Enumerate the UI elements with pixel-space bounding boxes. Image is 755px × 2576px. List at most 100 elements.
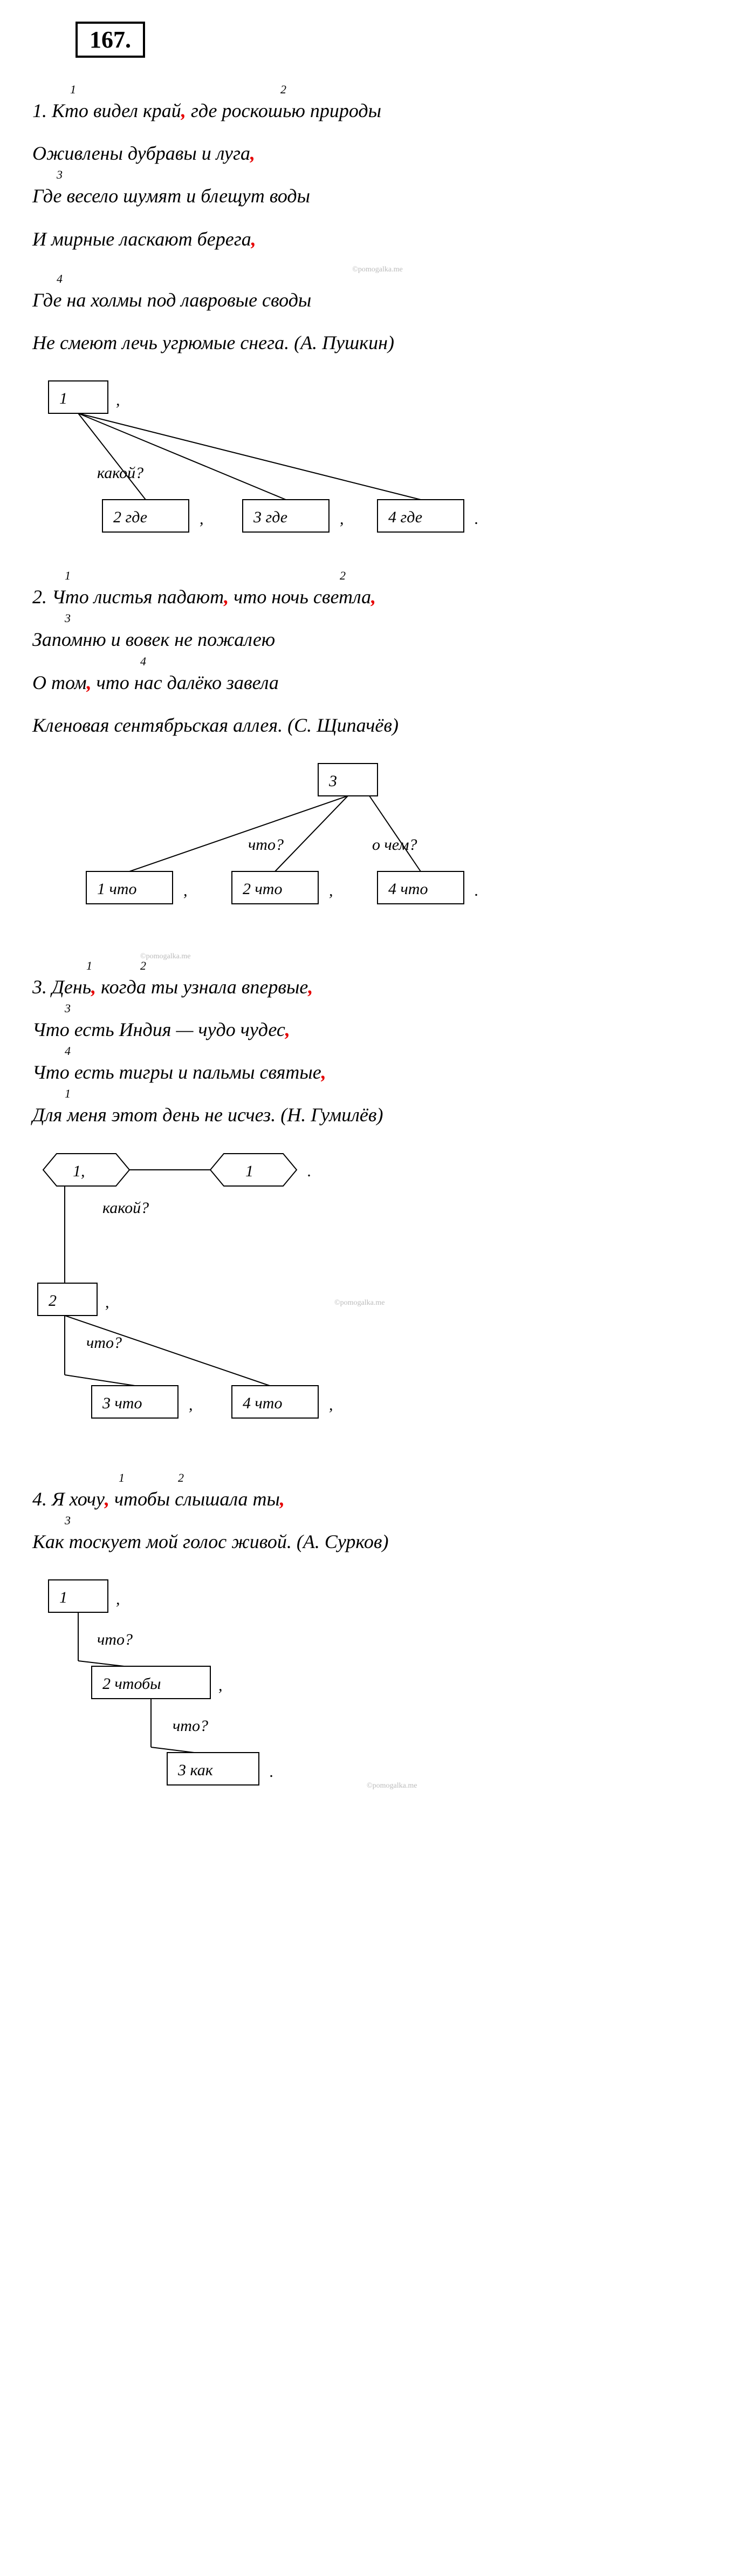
svg-text:.: . [475,510,479,528]
red-comma: , [251,228,256,250]
text-block: ©pomogalka.me123. День, когда ты узнала … [32,952,723,1132]
text: 3. День [32,976,91,998]
text: Кленовая сентябрьская аллея. (С. Щипачёв… [32,714,399,736]
red-comma: , [371,586,376,608]
superscript: 2 [340,565,346,585]
svg-text:3 как: 3 как [177,1761,214,1779]
svg-text:что?: что? [86,1334,122,1352]
svg-text:.: . [307,1162,312,1180]
svg-text:какой?: какой? [97,464,143,482]
text: И мирные ласкают берега [32,228,251,250]
exercise-number: 167. [76,22,145,58]
text-line: 3Как тоскует мой голос живой. (А. Сурков… [32,1525,723,1558]
red-comma: , [321,1061,326,1083]
text-line: Оживлены дубравы и луга, [32,137,723,170]
svg-text:1: 1 [245,1162,253,1180]
text: 1. Кто видел край [32,100,181,121]
svg-text:2 чтобы: 2 чтобы [102,1675,161,1693]
text: что ночь светла [229,586,371,608]
superscript: 4 [57,269,63,289]
svg-text:2 что: 2 что [243,880,282,898]
red-comma: , [181,100,186,121]
text-line: 124. Я хочу, чтобы слышала ты, [32,1483,723,1516]
text: Оживлены дубравы и луга [32,142,250,164]
text: 4. Я хочу [32,1488,105,1510]
svg-text:,: , [105,1293,109,1311]
svg-text:,: , [218,1677,223,1694]
superscript: 3 [65,1510,71,1530]
svg-text:о чем?: о чем? [372,836,417,854]
svg-text:3 где: 3 где [253,508,287,526]
svg-text:,: , [340,510,344,528]
text: Для меня этот день не исчез. (Н. Гумилёв… [32,1104,383,1126]
svg-text:3 что: 3 что [102,1394,142,1412]
text: 2. Что листья падают [32,586,224,608]
superscript: 2 [140,956,146,976]
text: Что есть Индия — чудо чудес [32,1019,285,1040]
sentence-diagram: 1, 1. какой? 2, ©pomogalka.me что? 3 что, 4 что… [32,1148,723,1450]
svg-text:©pomogalka.me: ©pomogalka.me [367,1782,417,1790]
text-line: 123. День, когда ты узнала впервые, [32,971,723,1004]
text-block: 124. Я хочу, чтобы слышала ты,3Как тоску… [32,1483,723,1558]
superscript: 4 [65,1041,71,1061]
svg-text:©pomogalka.me: ©pomogalka.me [334,1299,385,1307]
svg-text:,: , [116,391,120,409]
svg-text:4 что: 4 что [243,1394,282,1412]
text: где роскошью природы [186,100,381,121]
text: Что есть тигры и пальмы святые [32,1061,321,1083]
svg-text:1: 1 [59,390,67,407]
text: Не смеют лечь угрюмые снега. (А. Пушкин) [32,332,394,353]
text-line: 1Для меня этот день не исчез. (Н. Гумилё… [32,1099,723,1132]
svg-text:1,: 1, [73,1162,85,1180]
sentence-diagram: 3что?о чем?1 что,2 что,4 что. [32,758,723,920]
superscript: 3 [57,165,63,185]
text-line: 4О том, что нас далёко завела [32,666,723,699]
watermark: ©pomogalka.me [32,265,723,274]
text: Где на холмы под лавровые своды [32,289,311,311]
superscript: 1 [86,956,92,976]
svg-text:1: 1 [59,1589,67,1606]
superscript: 2 [178,1468,184,1488]
svg-text:что?: что? [248,836,284,854]
red-comma: , [285,1019,290,1040]
text: О том [32,672,87,693]
superscript: 4 [140,651,146,671]
red-comma: , [91,976,96,998]
superscript: 2 [280,79,286,99]
superscript: 3 [65,998,71,1018]
svg-text:.: . [270,1763,274,1781]
superscript: 3 [65,608,71,628]
svg-text:4 где: 4 где [388,508,422,526]
red-comma: , [250,142,255,164]
text-line: 3Где весело шумят и блещут воды [32,180,723,213]
text: Запомню и вовек не пожалею [32,629,275,650]
svg-text:,: , [329,1396,333,1414]
text: Как тоскует мой голос живой. (А. Сурков) [32,1531,389,1552]
text-line: И мирные ласкают берега, [32,223,723,256]
text-line: 121. Кто видел край, где роскошью природ… [32,94,723,127]
svg-text:,: , [200,510,204,528]
superscript: 1 [65,565,71,585]
svg-text:,: , [329,882,333,899]
text: что нас далёко завела [92,672,279,693]
text-block: 121. Кто видел край, где роскошью природ… [32,94,723,359]
text-block: 122. Что листья падают, что ночь светла,… [32,581,723,742]
red-comma: , [105,1488,109,1510]
svg-text:1 что: 1 что [97,880,136,898]
text-line: Кленовая сентябрьская аллея. (С. Щипачёв… [32,709,723,742]
svg-text:что?: что? [97,1631,133,1648]
red-comma: , [308,976,313,998]
text: Где весело шумят и блещут воды [32,185,310,207]
superscript: 1 [70,79,76,99]
superscript: 1 [65,1083,71,1103]
svg-text:,: , [189,1396,193,1414]
svg-text:4 что: 4 что [388,880,428,898]
sentence-diagram: 1,что?2 чтобы,что?3 как.©pomogalka.me [32,1575,723,1801]
svg-text:какой?: какой? [102,1199,149,1217]
svg-text:2: 2 [49,1292,57,1310]
svg-text:2 где: 2 где [113,508,147,526]
red-comma: , [87,672,92,693]
text: чтобы слышала ты [109,1488,280,1510]
red-comma: , [280,1488,285,1510]
text-line: 4Где на холмы под лавровые своды [32,284,723,317]
